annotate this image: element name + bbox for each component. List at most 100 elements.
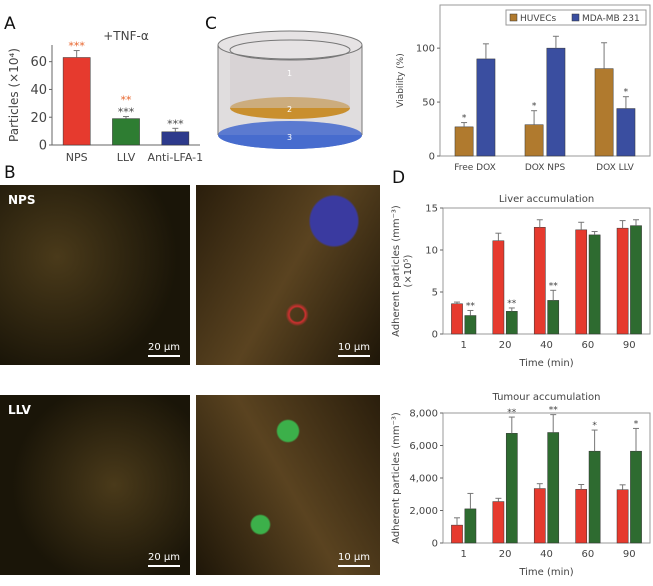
bar bbox=[464, 315, 477, 335]
bar bbox=[464, 508, 477, 544]
chart-title: Tumour accumulation bbox=[491, 392, 600, 403]
significance-mark: * bbox=[624, 88, 629, 98]
x-tick-label: 20 bbox=[499, 340, 512, 351]
y-tick-label: 8,000 bbox=[409, 409, 438, 420]
significance-mark: ** bbox=[549, 281, 559, 291]
chart-d-tumour: 0 2,000 4,000 6,000 8,000 Tumour accumulation… bbox=[391, 392, 651, 578]
x-tick-label: DOX LLV bbox=[596, 163, 635, 173]
bar bbox=[451, 303, 463, 335]
x-tick-label: 40 bbox=[540, 340, 553, 351]
chart-title: +TNF-α bbox=[103, 29, 149, 43]
scale-bar: 20 µm bbox=[147, 552, 180, 567]
y-axis-label: Adherent particles (mm⁻³) bbox=[391, 205, 402, 337]
legend-swatch bbox=[509, 13, 518, 22]
bar bbox=[451, 524, 463, 544]
y-axis-label-unit: (×10⁵) bbox=[403, 254, 414, 287]
bar bbox=[533, 488, 546, 544]
y-tick-label: 6,000 bbox=[409, 441, 438, 452]
micrograph-label: LLV bbox=[8, 403, 31, 417]
significance-mark: * bbox=[634, 419, 639, 429]
bar bbox=[492, 501, 505, 544]
y-tick-label: 5 bbox=[432, 288, 438, 299]
chart-title: Liver accumulation bbox=[499, 194, 594, 205]
bar bbox=[505, 433, 518, 544]
y-tick-label: 50 bbox=[422, 98, 435, 109]
significance-mark: ** bbox=[121, 94, 133, 107]
bar bbox=[588, 234, 601, 335]
transwell-diagram: 1 2 3 bbox=[217, 30, 363, 149]
micrograph-llv-zoom: 10 µm bbox=[196, 395, 380, 575]
y-tick-label: 0 bbox=[432, 539, 438, 550]
bar bbox=[594, 68, 614, 157]
x-tick-label: 90 bbox=[623, 549, 636, 560]
significance-mark: *** bbox=[167, 117, 184, 130]
bar bbox=[524, 124, 544, 157]
significance-mark: *** bbox=[118, 106, 135, 119]
bar bbox=[616, 108, 636, 157]
x-axis-label: Time (min) bbox=[518, 567, 573, 578]
significance-mark: ** bbox=[549, 406, 559, 416]
bar bbox=[547, 432, 560, 544]
y-tick-label: 100 bbox=[416, 44, 435, 55]
panel-label-d: D bbox=[392, 168, 406, 188]
x-tick-label: 1 bbox=[461, 340, 467, 351]
bar bbox=[492, 240, 505, 335]
significance-mark: * bbox=[462, 114, 467, 124]
significance-mark: * bbox=[532, 102, 537, 112]
x-axis-label: Time (min) bbox=[518, 358, 573, 369]
significance-mark: ** bbox=[507, 408, 517, 418]
scale-bar: 10 µm bbox=[337, 552, 370, 567]
x-tick-label: 1 bbox=[461, 549, 467, 560]
panel-label-c: C bbox=[205, 14, 217, 34]
bar bbox=[476, 58, 496, 157]
bar bbox=[547, 300, 560, 335]
bar bbox=[62, 57, 91, 146]
legend-box bbox=[505, 9, 647, 26]
y-tick-label: 0 bbox=[429, 152, 435, 163]
bar bbox=[505, 311, 518, 335]
bar bbox=[533, 227, 546, 335]
significance-mark: *** bbox=[68, 40, 85, 53]
bar bbox=[112, 118, 140, 146]
bar bbox=[546, 47, 566, 157]
y-tick-label: 4,000 bbox=[409, 474, 438, 485]
plot-frame bbox=[439, 4, 651, 157]
micrograph-nps-zoom: 10 µm bbox=[196, 185, 380, 365]
bar bbox=[588, 450, 601, 544]
x-tick-label: DOX NPS bbox=[525, 163, 566, 173]
y-tick-label: 0 bbox=[432, 330, 438, 341]
bar bbox=[630, 225, 642, 335]
scale-bar: 10 µm bbox=[337, 342, 370, 357]
significance-mark: ** bbox=[507, 299, 517, 309]
significance-mark: * bbox=[592, 421, 597, 431]
scale-bar: 20 µm bbox=[147, 342, 180, 357]
y-tick-label: 2,000 bbox=[409, 506, 438, 517]
panel-label-a: A bbox=[4, 14, 16, 34]
y-axis-label: Particles (×10⁴) bbox=[7, 48, 21, 142]
x-tick-label: 60 bbox=[582, 340, 595, 351]
x-tick-label: 90 bbox=[623, 340, 636, 351]
chart-d-liver: 0 5 10 15 Liver accumulation Adherent particl… bbox=[391, 194, 651, 369]
chart-a: 0 20 40 60 +TNF-α Particles (×10⁴) NPS *** LLV **… bbox=[7, 29, 204, 164]
micrograph-llv-overview: LLV 20 µm bbox=[0, 395, 190, 575]
x-tick-label: Anti-LFA-1 bbox=[148, 151, 204, 164]
panel-label-b: B bbox=[4, 163, 16, 183]
layer-label-3: 3 bbox=[287, 133, 292, 142]
bar bbox=[454, 126, 474, 157]
micrograph-nps-overview: NPS 20 µm bbox=[0, 185, 190, 365]
x-tick-label: Free DOX bbox=[454, 163, 496, 173]
x-tick-label: LLV bbox=[117, 151, 136, 164]
legend-swatch bbox=[571, 13, 580, 22]
y-tick-label: 10 bbox=[425, 246, 438, 257]
x-tick-label: 40 bbox=[540, 549, 553, 560]
plot-frame bbox=[442, 207, 651, 335]
bar bbox=[575, 489, 588, 544]
bar bbox=[616, 227, 629, 335]
y-tick-label: 40 bbox=[30, 83, 47, 98]
y-tick-label: 60 bbox=[30, 55, 47, 70]
y-tick-label: 20 bbox=[30, 111, 47, 126]
y-tick-label: 15 bbox=[425, 204, 438, 215]
x-tick-label: NPS bbox=[66, 151, 88, 164]
bar bbox=[161, 131, 190, 146]
